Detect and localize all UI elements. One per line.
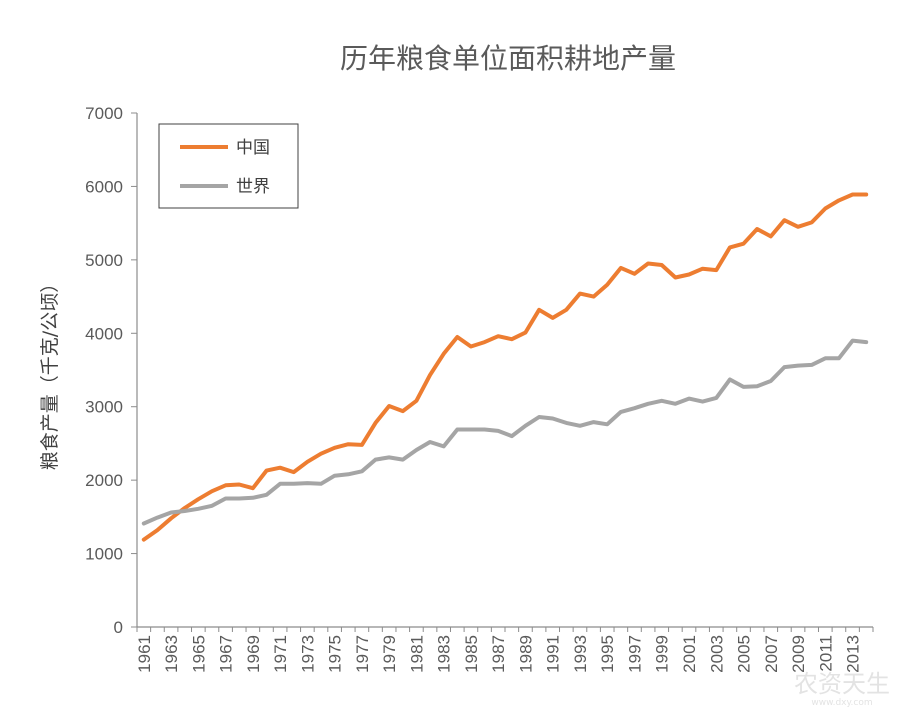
y-tick-label: 0 <box>114 618 123 637</box>
watermark-logo: 农资天生 <box>794 670 890 698</box>
watermark: 农资天生 www.dxy.com <box>794 670 890 708</box>
y-tick-label: 7000 <box>85 104 123 123</box>
legend-label-world: 世界 <box>236 177 270 197</box>
x-tick-label: 1965 <box>189 635 208 673</box>
x-tick-label: 1997 <box>625 635 644 673</box>
chart-title: 历年粮食单位面积耕地产量 <box>340 42 676 75</box>
x-tick-label: 1967 <box>217 635 236 673</box>
x-tick-label: 2013 <box>844 635 863 673</box>
x-tick-label: 2003 <box>707 635 726 673</box>
y-tick-label: 2000 <box>85 471 123 490</box>
y-axis-title: 粮食产量（千克/公顷） <box>39 274 61 470</box>
x-tick-label: 1991 <box>544 635 563 673</box>
legend-box <box>158 123 299 209</box>
x-tick-label: 2005 <box>735 635 754 673</box>
x-tick-label: 1977 <box>353 635 372 673</box>
y-tick-label: 1000 <box>85 545 123 564</box>
y-tick-label: 3000 <box>85 398 123 417</box>
y-axis-ticks: 0 1000 2000 3000 4000 5000 6000 7000 <box>85 104 137 637</box>
x-tick-label: 1971 <box>271 635 290 673</box>
x-axis-ticks: 1961 1963 1965 1967 1969 1971 1973 1975 1977 1979… <box>135 627 874 673</box>
legend-label-china: 中国 <box>236 138 270 158</box>
series-line-world <box>141 338 869 526</box>
x-tick-label: 1975 <box>326 635 345 673</box>
x-tick-label: 1973 <box>298 635 317 673</box>
x-tick-label: 1963 <box>162 635 181 673</box>
x-tick-label: 1989 <box>516 635 535 673</box>
x-tick-label: 1983 <box>435 635 454 673</box>
watermark-url: www.dxy.com <box>811 698 872 708</box>
x-tick-label: 1981 <box>407 635 426 673</box>
x-tick-label: 1979 <box>380 635 399 673</box>
x-tick-label: 1999 <box>653 635 672 673</box>
series-layer <box>141 192 869 542</box>
y-tick-label: 5000 <box>85 251 123 270</box>
series-line-china <box>141 192 869 542</box>
y-tick-label: 6000 <box>85 177 123 196</box>
x-tick-label: 1995 <box>598 635 617 673</box>
x-tick-label: 1969 <box>244 635 263 673</box>
x-tick-label: 2011 <box>816 635 835 672</box>
x-tick-label: 1961 <box>135 635 154 673</box>
x-tick-label: 2009 <box>789 635 808 673</box>
x-tick-label: 2001 <box>680 635 699 673</box>
legend: 中国 世界 <box>158 123 299 209</box>
y-tick-label: 4000 <box>85 324 123 343</box>
x-tick-label: 1985 <box>462 635 481 673</box>
x-tick-label: 1987 <box>489 635 508 673</box>
x-tick-label: 2007 <box>762 635 781 673</box>
x-tick-label: 1993 <box>571 635 590 673</box>
